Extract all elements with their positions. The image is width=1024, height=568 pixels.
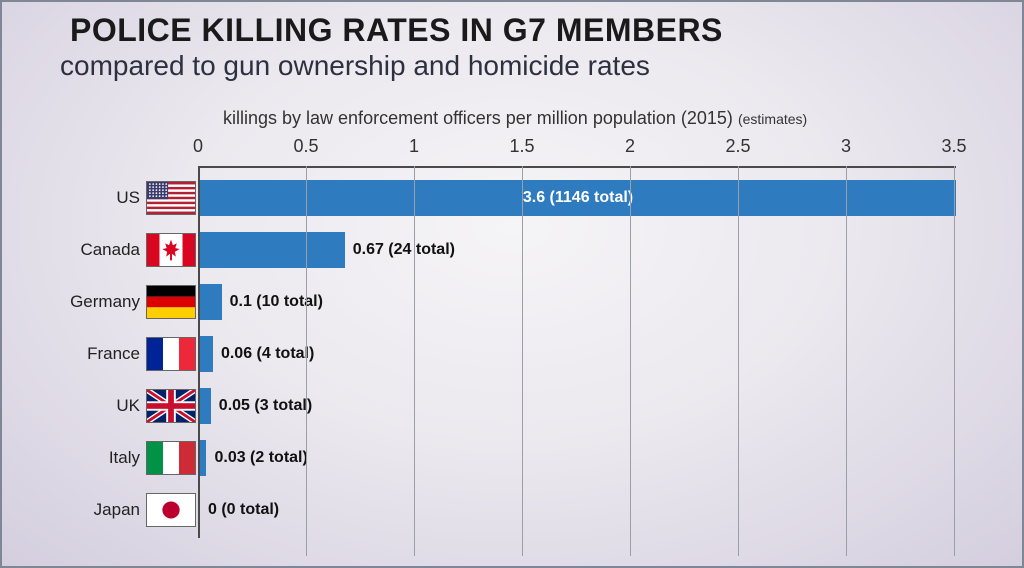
jp-flag-icon	[146, 493, 196, 527]
chart-row: Italy 0.03 (2 total)	[200, 432, 956, 484]
x-tick-label: 2.5	[725, 136, 750, 157]
gridline	[738, 166, 739, 556]
chart-title: POLICE KILLING RATES IN G7 MEMBERS	[70, 12, 723, 49]
x-tick-label: 0	[193, 136, 203, 157]
bar-value-label: 0.03 (2 total)	[214, 449, 307, 467]
fr-flag-icon	[146, 337, 196, 371]
gridline	[630, 166, 631, 556]
gridline	[954, 166, 955, 556]
bar	[200, 336, 213, 372]
chart-container: killings by law enforcement officers per…	[0, 108, 1024, 558]
chart-row: UK 0.05 (3 total)	[200, 380, 956, 432]
chart-row: Canada 0.67 (24 total)	[200, 224, 956, 276]
chart-row: Germany 0.1 (10 total)	[200, 276, 956, 328]
bar-value-label: 0.06 (4 total)	[221, 345, 314, 363]
plot-area: US 3.6 (1146 total)Canada 0.67 (24 total…	[198, 166, 956, 538]
bar-value-label: 0.67 (24 total)	[353, 241, 455, 259]
gridline	[846, 166, 847, 556]
de-flag-icon	[146, 285, 196, 319]
bar	[200, 388, 211, 424]
x-tick-label: 2	[625, 136, 635, 157]
bar-value-label: 0.1 (10 total)	[230, 293, 323, 311]
gridline	[306, 166, 307, 556]
chart-row: France 0.06 (4 total)	[200, 328, 956, 380]
gridline	[414, 166, 415, 556]
y-axis-label: Italy	[109, 448, 140, 468]
x-tick-label: 3	[841, 136, 851, 157]
x-tick-label: 1	[409, 136, 419, 157]
x-tick-label: 0.5	[293, 136, 318, 157]
x-axis-title: killings by law enforcement officers per…	[223, 108, 807, 129]
chart-row: Japan 0 (0 total)	[200, 484, 956, 536]
bar-value-label: 0.05 (3 total)	[219, 397, 312, 415]
y-axis-label: Canada	[80, 240, 140, 260]
bar	[200, 232, 345, 268]
chart-row: US 3.6 (1146 total)	[200, 172, 956, 224]
x-tick-label: 3.5	[941, 136, 966, 157]
bar	[200, 284, 222, 320]
ca-flag-icon	[146, 233, 196, 267]
y-axis-label: Germany	[70, 292, 140, 312]
y-axis-label: US	[116, 188, 140, 208]
chart-subtitle: compared to gun ownership and homicide r…	[60, 50, 650, 82]
it-flag-icon	[146, 441, 196, 475]
bar-value-label: 3.6 (1146 total)	[523, 189, 633, 207]
gridline	[522, 166, 523, 556]
bar-value-label: 0 (0 total)	[208, 501, 279, 519]
us-flag-icon	[146, 181, 196, 215]
x-tick-label: 1.5	[509, 136, 534, 157]
y-axis-label: Japan	[94, 500, 140, 520]
bar	[200, 440, 206, 476]
x-axis-title-suffix: (estimates)	[738, 111, 807, 127]
y-axis-label: UK	[116, 396, 140, 416]
y-axis-label: France	[87, 344, 140, 364]
x-axis-title-text: killings by law enforcement officers per…	[223, 108, 733, 128]
gb-flag-icon	[146, 389, 196, 423]
